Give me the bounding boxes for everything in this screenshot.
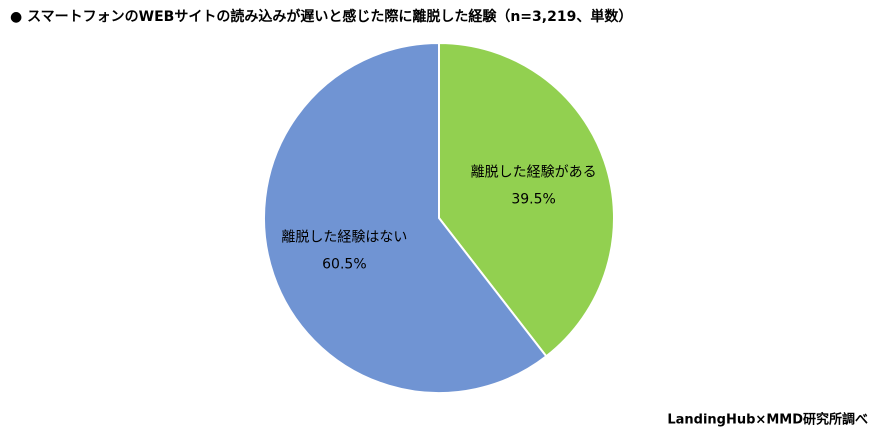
slice-value: 60.5% [322,256,366,272]
chart-title: ● スマートフォンのWEBサイトの読み込みが遅いと感じた際に離脱した経験（n=3… [10,8,632,25]
source-note: LandingHub×MMD研究所調べ [667,412,868,428]
pie-slice [438,41,615,358]
slice-value: 39.5% [511,192,555,208]
slice-label: 離脱した経験がある [471,164,597,181]
pie-slice [263,41,548,394]
slice-label: 離脱した経験はない [281,228,407,245]
